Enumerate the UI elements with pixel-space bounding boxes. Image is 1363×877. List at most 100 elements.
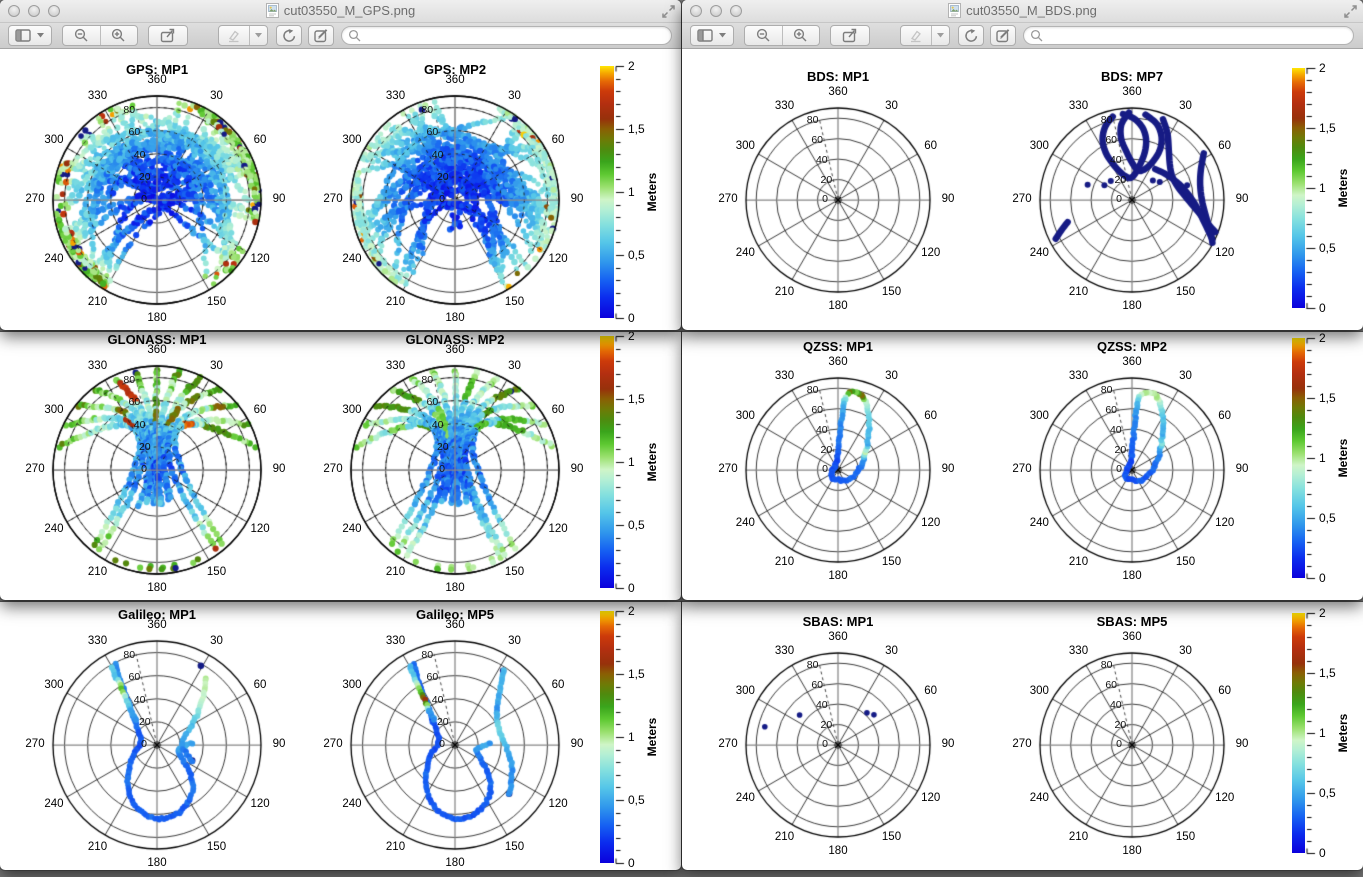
azimuth-label: 300	[342, 133, 362, 146]
azimuth-label: 90	[941, 463, 955, 475]
colorbar-tick-label: 1	[628, 455, 635, 469]
close-button[interactable]	[8, 5, 20, 17]
azimuth-label: 90	[941, 738, 955, 750]
azimuth-label: 270	[1012, 463, 1032, 475]
elevation-label: 20	[1114, 444, 1127, 457]
elevation-label: 80	[806, 384, 819, 397]
search-field[interactable]	[341, 26, 672, 45]
chevron-down-icon	[719, 33, 726, 38]
column-right: cut03550_M_BDS.png	[682, 0, 1363, 877]
markup-group	[218, 25, 268, 46]
azimuth-label: 270	[718, 738, 738, 750]
azimuth-label: 210	[385, 841, 406, 854]
skyplot-canvas-left-2	[0, 602, 681, 870]
plot-title: SBAS: MP5	[1096, 614, 1168, 629]
markup-pen-chevron[interactable]	[930, 26, 949, 45]
toolbar	[682, 23, 1363, 49]
titlebar[interactable]: cut03550_M_BDS.png	[682, 0, 1363, 23]
azimuth-label: 120	[921, 791, 941, 804]
edit-button[interactable]	[308, 25, 334, 46]
search-field[interactable]	[1023, 26, 1354, 45]
azimuth-label: 120	[921, 516, 941, 529]
window-gps: cut03550_M_GPS.png	[0, 0, 681, 330]
elevation-label: 20	[820, 174, 833, 187]
zoom-in-button[interactable]	[781, 26, 820, 45]
elevation-label: 60	[128, 671, 141, 684]
azimuth-label: 90	[570, 463, 584, 475]
colorbar-tick-label: 2	[628, 604, 635, 618]
zoom-button[interactable]	[48, 5, 60, 17]
elevation-label: 0	[141, 738, 147, 750]
elevation-label: 20	[436, 716, 449, 729]
azimuth-label: 360	[147, 619, 167, 631]
zoom-out-icon	[756, 28, 770, 42]
colorbar-tick-label: 0,5	[628, 793, 645, 807]
colorbar-tick-label: 2	[628, 59, 635, 73]
azimuth-label: 150	[206, 841, 227, 854]
plot-title: GLONASS: MP1	[107, 332, 207, 347]
elevation-label: 20	[436, 171, 449, 184]
colorbar	[600, 611, 614, 863]
window-title: cut03550_M_GPS.png	[80, 3, 601, 18]
share-button[interactable]	[148, 25, 188, 46]
azimuth-label: 210	[87, 841, 108, 854]
elevation-label: 20	[1114, 719, 1127, 732]
colorbar-tick-label: 0,5	[628, 248, 645, 262]
zoom-out-button[interactable]	[63, 26, 100, 45]
colorbar-axis-label: Meters	[1336, 438, 1350, 478]
elevation-label: 40	[133, 418, 146, 431]
traffic-lights	[690, 5, 742, 17]
azimuth-label: 90	[272, 463, 286, 475]
search-input[interactable]	[362, 27, 671, 44]
rotate-left-button[interactable]	[276, 25, 302, 46]
search-input[interactable]	[1044, 27, 1353, 44]
markup-pen-button[interactable]	[219, 26, 249, 45]
azimuth-label: 60	[1218, 409, 1232, 422]
fullscreen-icon[interactable]	[1343, 4, 1358, 24]
markup-pen-chevron[interactable]	[248, 26, 267, 45]
azimuth-label: 360	[445, 74, 465, 86]
minimize-button[interactable]	[28, 5, 40, 17]
titlebar[interactable]: cut03550_M_GPS.png	[0, 0, 681, 23]
azimuth-label: 90	[570, 193, 584, 205]
azimuth-label: 210	[774, 830, 795, 843]
share-button[interactable]	[830, 25, 870, 46]
azimuth-label: 300	[735, 409, 755, 422]
azimuth-label: 180	[828, 300, 848, 312]
azimuth-label: 240	[342, 252, 362, 265]
azimuth-label: 150	[206, 296, 227, 309]
colorbar	[600, 66, 614, 318]
zoom-out-button[interactable]	[745, 26, 782, 45]
minimize-button[interactable]	[710, 5, 722, 17]
azimuth-label: 120	[1215, 791, 1235, 804]
edit-button[interactable]	[990, 25, 1016, 46]
fullscreen-icon[interactable]	[661, 4, 676, 24]
colorbar-tick-label: 1	[1319, 726, 1326, 740]
azimuth-label: 330	[87, 359, 108, 372]
azimuth-label: 240	[44, 797, 64, 810]
zoom-in-button[interactable]	[99, 26, 138, 45]
close-button[interactable]	[690, 5, 702, 17]
view-options-button[interactable]	[690, 25, 734, 46]
colorbar-tick-label: 1,5	[628, 392, 645, 406]
azimuth-label: 210	[774, 555, 795, 568]
azimuth-label: 150	[504, 566, 525, 579]
azimuth-label: 300	[1029, 139, 1049, 152]
sidebar-icon	[15, 29, 31, 42]
colorbar-tick-label: 0,5	[1319, 241, 1336, 255]
markup-pen-button[interactable]	[901, 26, 931, 45]
view-options-button[interactable]	[8, 25, 52, 46]
elevation-label: 80	[421, 103, 434, 116]
zoom-in-icon	[112, 28, 125, 42]
azimuth-label: 30	[1179, 370, 1192, 383]
azimuth-label: 120	[1215, 246, 1235, 259]
colorbar-tick-label: 0	[628, 581, 635, 595]
zoom-button[interactable]	[730, 5, 742, 17]
elevation-label: 80	[123, 648, 136, 661]
azimuth-label: 90	[272, 193, 286, 205]
document-icon	[948, 3, 962, 18]
rotate-left-button[interactable]	[958, 25, 984, 46]
azimuth-label: 300	[735, 139, 755, 152]
azimuth-label: 270	[323, 193, 343, 205]
azimuth-label: 90	[1235, 463, 1249, 475]
